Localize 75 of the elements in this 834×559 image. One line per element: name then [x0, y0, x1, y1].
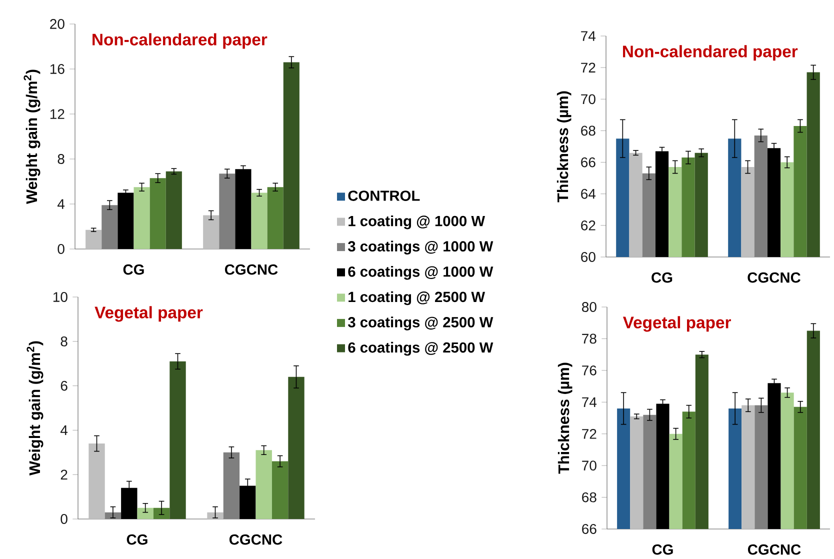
y-tick-label: 68: [581, 126, 596, 136]
x-tick-label: CGCNC: [224, 264, 278, 275]
bar: [104, 512, 122, 519]
bar: [288, 376, 304, 519]
y-axis-title: Thickness (µm): [558, 362, 572, 474]
y-tick-label: 4: [60, 425, 68, 435]
y-tick-label: 2: [60, 470, 68, 480]
legend-label: 3 coatings @ 2500 W: [348, 316, 494, 330]
legend-label: 6 coatings @ 2500 W: [348, 342, 494, 356]
x-tick-label: CGCNC: [748, 272, 800, 283]
y-tick-label: 70: [582, 460, 596, 470]
bar: [272, 461, 288, 519]
y-tick-label: 16: [50, 64, 64, 74]
y-tick-label: 66: [582, 524, 596, 534]
legend-label: 1 coating @ 2500 W: [348, 291, 486, 305]
bar: [88, 443, 105, 519]
text: Non-calendared paper: [92, 33, 268, 49]
bar: [219, 174, 236, 249]
text: Vegetal paper: [622, 316, 731, 332]
bar: [267, 187, 284, 249]
y-tick-label: 62: [581, 220, 596, 230]
y-tick-label: 12: [50, 109, 64, 119]
y-tick-label: 76: [582, 365, 596, 376]
y-tick-label: 0: [60, 514, 68, 524]
y-tick-label: 8: [60, 336, 68, 346]
y-tick-label: 6: [60, 380, 68, 391]
y-axis-title: Weight gain (g/m$^{2}$): [24, 70, 40, 204]
legend-label: CONTROL: [348, 190, 420, 201]
bar: [134, 187, 150, 249]
x-tick-label: CG: [126, 534, 148, 545]
x-tick-label: CGCNC: [748, 544, 801, 555]
bar: [283, 62, 300, 249]
bar: [170, 361, 186, 519]
y-tick-label: 8: [58, 154, 64, 164]
bar: [223, 452, 240, 519]
y-tick-label: 4: [57, 199, 65, 209]
bar: [166, 171, 182, 249]
bar: [240, 486, 256, 519]
bar: [137, 508, 154, 519]
bar: [86, 230, 102, 249]
bar: [102, 205, 118, 249]
bar: [207, 512, 224, 519]
y-tick-label: 10: [53, 292, 68, 302]
legend-label: 3 coatings @ 1000 W: [348, 240, 494, 254]
bar: [256, 450, 272, 519]
y-tick-label: 74: [581, 31, 596, 41]
x-tick-label: CG: [123, 264, 144, 275]
bar: [150, 178, 166, 249]
bar: [203, 215, 220, 249]
x-tick-label: CG: [652, 544, 673, 555]
y-tick-label: 68: [582, 492, 596, 502]
bar: [121, 488, 138, 519]
legend-label: 6 coatings @ 1000 W: [348, 266, 494, 280]
y-tick-label: 20: [50, 18, 64, 29]
y-tick-label: 72: [582, 428, 596, 439]
x-tick-label: CGCNC: [229, 534, 282, 545]
y-tick-label: 72: [581, 62, 596, 72]
y-tick-label: 74: [582, 397, 597, 407]
x-tick-label: CG: [652, 272, 672, 283]
bar: [251, 192, 268, 249]
bar: [235, 169, 252, 249]
y-tick-label: 78: [582, 334, 596, 344]
bar: [118, 192, 134, 249]
y-axis-title: Thickness (µm): [556, 91, 572, 202]
y-axis-title: Weight gain (g/m$^{2}$): [26, 341, 44, 476]
legend-label: 1 coating @ 1000 W: [348, 215, 486, 230]
y-tick-label: 70: [581, 94, 596, 104]
y-tick-label: 64: [581, 188, 596, 199]
y-tick-label: 80: [582, 302, 596, 312]
y-tick-label: 60: [581, 252, 596, 262]
text: Vegetal paper: [94, 306, 203, 322]
bar: [153, 508, 170, 519]
y-tick-label: 0: [58, 244, 64, 254]
y-tick-label: 66: [581, 157, 596, 168]
text: Non-calendared paper: [623, 45, 798, 61]
